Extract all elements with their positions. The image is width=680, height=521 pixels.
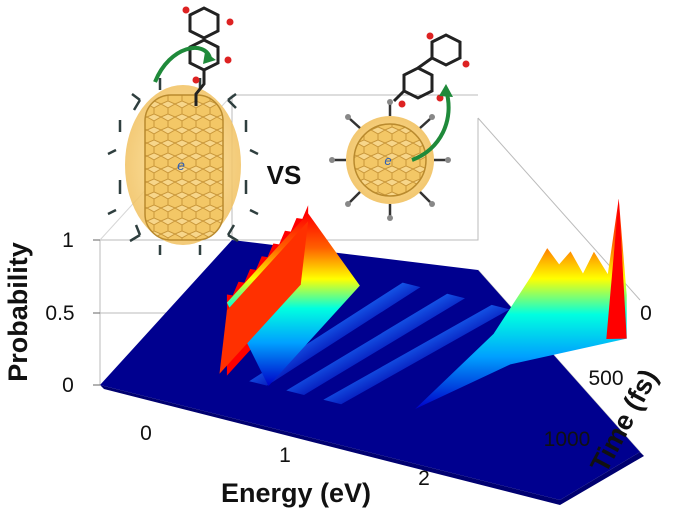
- y-axis-label: Probability: [3, 242, 33, 382]
- electron-label: e: [177, 157, 185, 173]
- y-tick-label: 0: [62, 374, 74, 397]
- high-energy-spike: [606, 198, 627, 340]
- feature-low-energy: [219, 205, 360, 387]
- nanosphere-with-ligands-icon: e: [329, 32, 470, 221]
- x-axis-label: Energy (eV): [221, 478, 371, 508]
- comparison-label: VS: [267, 160, 302, 190]
- y-tick-label: 0.5: [45, 302, 74, 325]
- electron-label: e: [384, 153, 391, 168]
- decay-ridge: [286, 293, 465, 395]
- z-tick-label: 1000: [544, 428, 591, 451]
- decay-ridge: [323, 304, 510, 405]
- z-tick-label: 0: [640, 302, 652, 325]
- high-energy-ridge: [415, 198, 627, 410]
- feature-high-energy: [415, 198, 627, 410]
- energy-axis: 0 1 2 Energy (eV): [140, 422, 430, 508]
- nanostructure-with-ligands-icon: e: [107, 6, 259, 255]
- low-energy-face: [219, 221, 309, 374]
- x-tick-label: 1: [279, 444, 291, 467]
- x-tick-label: 0: [140, 422, 152, 445]
- z-tick-label: 500: [588, 367, 623, 390]
- low-energy-tail: [226, 213, 360, 387]
- x-tick-label: 2: [418, 467, 430, 490]
- y-tick-label: 1: [62, 229, 74, 252]
- probability-axis: 0 0.5 1 Probability: [3, 229, 100, 397]
